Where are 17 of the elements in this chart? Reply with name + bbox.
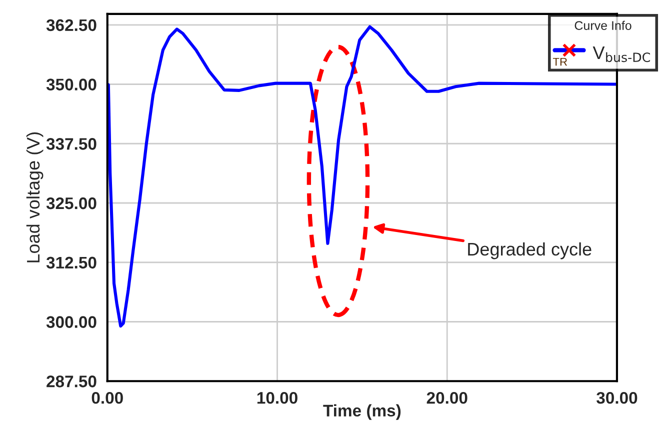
- x-tick-label: 0.00: [92, 392, 123, 404]
- x-tick-label: 20.00: [426, 392, 468, 404]
- y-axis-title: Load voltage (V): [26, 132, 44, 262]
- annotation: TR: [552, 58, 568, 66]
- x-tick-label: 10.00: [257, 392, 298, 404]
- y-tick-label: 287.50: [46, 376, 96, 388]
- legend-title: Curve Info: [574, 20, 632, 30]
- y-tick-label: 337.50: [46, 138, 96, 150]
- legend-label: V$_{bus-DC}$: [592, 46, 650, 62]
- y-tick-label: 350.00: [46, 78, 96, 90]
- y-tick-label: 300.00: [46, 316, 96, 328]
- x-axis-title: Time (ms): [323, 404, 401, 420]
- y-tick-label: 362.50: [46, 19, 96, 32]
- y-tick-label: 325.00: [46, 197, 96, 210]
- annotation: Degraded cycle: [468, 242, 592, 260]
- x-tick-label: 30.00: [596, 392, 638, 404]
- y-tick-label: 312.50: [46, 256, 96, 269]
